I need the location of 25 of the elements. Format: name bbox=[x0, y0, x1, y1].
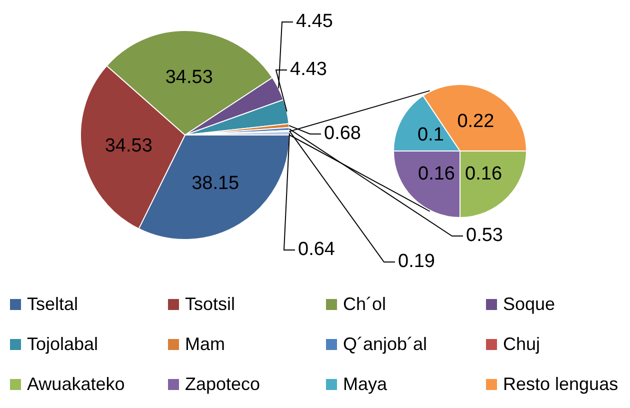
data-label: 0.16 bbox=[465, 164, 502, 185]
data-label: 38.15 bbox=[192, 173, 240, 194]
data-label: 0.22 bbox=[457, 110, 494, 132]
legend-label: Mam bbox=[185, 334, 225, 354]
data-label: 0.1 bbox=[417, 124, 444, 146]
legend-label: Ch´ol bbox=[343, 294, 386, 314]
data-label: 0.53 bbox=[466, 225, 503, 246]
data-label: 0.19 bbox=[398, 251, 435, 272]
data-label: 34.53 bbox=[165, 66, 213, 88]
legend-label: Maya bbox=[343, 374, 388, 394]
data-label: 34.53 bbox=[104, 135, 152, 156]
data-label: 0.68 bbox=[324, 123, 361, 144]
data-label: 0.64 bbox=[298, 239, 336, 260]
data-label: 0.16 bbox=[418, 164, 455, 185]
data-label: 4.43 bbox=[290, 59, 327, 80]
legend-label: Chuj bbox=[503, 334, 540, 354]
data-label: 4.45 bbox=[296, 11, 333, 32]
legend-label: Soque bbox=[503, 294, 556, 314]
legend-label: Q´anjob´al bbox=[343, 334, 428, 354]
legend-label: Tsotsil bbox=[185, 294, 236, 314]
legend-label: Resto lenguas bbox=[503, 374, 618, 394]
legend-label: Awuakateko bbox=[27, 374, 125, 394]
legend-label: Tseltal bbox=[27, 294, 78, 314]
legend-label: Tojolabal bbox=[27, 334, 98, 354]
legend-label: Zapoteco bbox=[185, 374, 260, 394]
